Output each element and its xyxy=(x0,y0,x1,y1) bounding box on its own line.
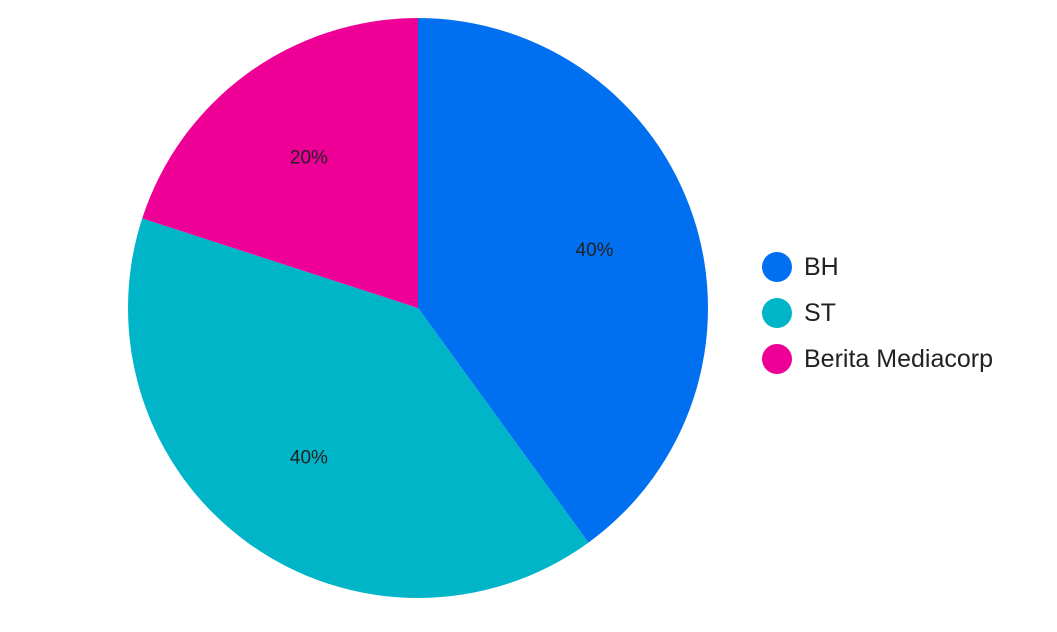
pie-slice-st xyxy=(127,218,589,599)
pie-slice-bh xyxy=(418,18,708,543)
legend-label-st: ST xyxy=(804,298,836,327)
pie-label-bh: 40% xyxy=(576,240,614,261)
pie-slices xyxy=(127,18,708,599)
legend-swatch-berita-mediacorp xyxy=(762,344,792,374)
legend-swatch-bh xyxy=(762,252,792,282)
legend-item-st: ST xyxy=(762,290,993,336)
pie-slice-berita-mediacorp xyxy=(142,18,418,308)
pie-label-st: 40% xyxy=(290,448,328,469)
pie-label-berita-mediacorp: 20% xyxy=(290,147,328,168)
legend-swatch-st xyxy=(762,298,792,328)
chart-legend: BH ST Berita Mediacorp xyxy=(762,244,993,382)
legend-item-bh: BH xyxy=(762,244,993,290)
legend-label-berita-mediacorp: Berita Mediacorp xyxy=(804,344,993,373)
legend-item-berita-mediacorp: Berita Mediacorp xyxy=(762,336,993,382)
legend-label-bh: BH xyxy=(804,252,839,281)
pie-value-labels: 40% 40% 20% xyxy=(290,147,614,468)
